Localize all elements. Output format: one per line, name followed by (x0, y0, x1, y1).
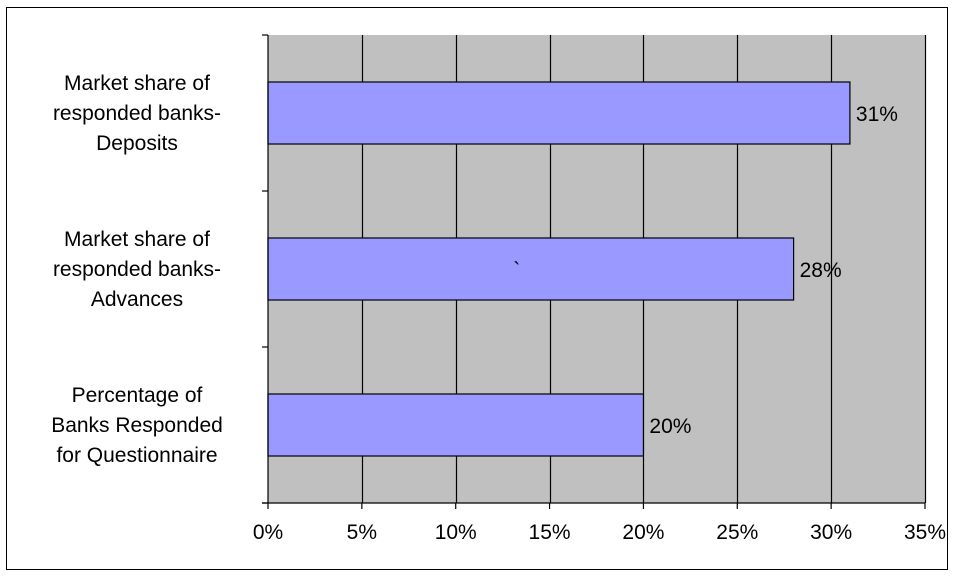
x-tick-label: 30% (810, 521, 852, 544)
category-labels: Market share of responded banks-DepositsM… (51, 72, 223, 467)
bar (267, 393, 645, 457)
bar-chart: 0% 5% 10% 15% 20% 25% 30% 35% Market share of re… (51, 34, 946, 544)
axes (262, 34, 926, 509)
category-label: Market share of responded banks- Advances (53, 228, 221, 311)
data-label: 28% (800, 259, 842, 282)
category-label-line: responded banks- (53, 102, 221, 125)
data-labels: 31% 28% 20% (649, 103, 898, 438)
stray-mark: ` (513, 259, 520, 282)
x-tick-label: 25% (716, 521, 758, 544)
category-label-line: Banks Responded (51, 414, 223, 437)
category-label: Percentage of Banks Responded for Question… (51, 384, 223, 467)
category-label-line: Advances (91, 288, 183, 311)
category-label-line: Percentage of (72, 384, 203, 407)
category-label-line: Deposits (96, 132, 178, 155)
x-tick-labels: 0% 5% 10% 15% 20% 25% 30% 35% (253, 521, 946, 544)
x-tick-label: 0% (253, 521, 283, 544)
x-tick-label: 5% (347, 521, 377, 544)
x-tick-label: 15% (529, 521, 571, 544)
x-tick-label: 10% (435, 521, 477, 544)
category-label-line: responded banks- (53, 258, 221, 281)
category-label-line: Market share of (64, 72, 210, 95)
category-label-line: Market share of (64, 228, 210, 251)
annotations: ` (513, 259, 520, 282)
x-tick-label: 20% (622, 521, 664, 544)
chart-container: 0% 5% 10% 15% 20% 25% 30% 35% Market share of re… (6, 7, 948, 570)
data-label: 20% (649, 415, 691, 438)
x-tick-label: 35% (904, 521, 946, 544)
bar (267, 81, 851, 145)
bar (267, 237, 795, 301)
bars (267, 81, 851, 457)
data-label: 31% (856, 103, 898, 126)
category-label: Market share of responded banks- Deposits (53, 72, 221, 155)
category-label-line: for Questionnaire (56, 444, 217, 467)
